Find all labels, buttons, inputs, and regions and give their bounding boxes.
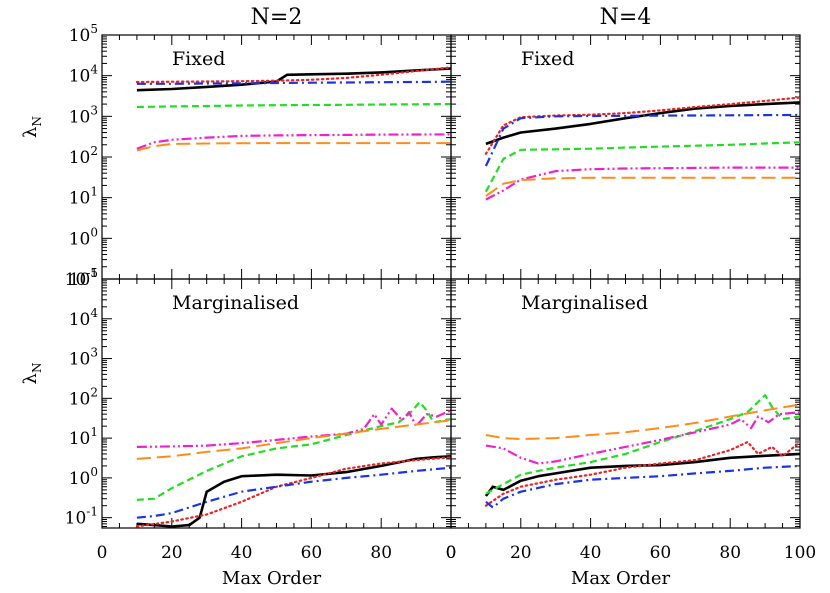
panel-bottom-left-xlabel: Max Order (222, 568, 322, 589)
panel-top-left-ytick-label: 103 (69, 103, 98, 127)
panel-bottom-left-series-dashdotdot-line (136, 407, 451, 448)
panel-bottom-left-series-solid-line (136, 455, 451, 528)
panel-top-left-title: N=2 (251, 5, 303, 30)
panel-bottom-left-ytick-label: 101 (69, 425, 98, 449)
panel-top-left-ytick-label: 100 (69, 225, 98, 249)
panel-bottom-left-series-dashed-line (136, 401, 451, 501)
panel-bottom-left-ylabel: λN (20, 363, 44, 385)
panel-bottom-left-series-dashdot-line (136, 466, 451, 519)
panel-top-right-title: N=4 (600, 5, 652, 30)
panel-top-left-series-solid-line (136, 67, 451, 92)
panel-bottom-left-xtick-label: 40 (231, 543, 253, 563)
panel-bottom-right-series-longdash-line (485, 403, 800, 440)
panel-bottom-right-xtick-label: 20 (510, 543, 532, 563)
panel-top-left-ytick-label: 102 (69, 144, 98, 168)
panel-top-left-ytick-label: 10-1 (65, 266, 98, 290)
panel-top-right-series-dashdotdot-line (485, 166, 800, 201)
panel-top-left-series-dashdot-line (136, 80, 451, 85)
panel-top-left-series-dashed-line (136, 103, 451, 109)
panel-top-right-series-dashdot-line (484, 113, 800, 167)
panel-bottom-left-annotation: Marginalised (172, 292, 299, 314)
panel-top-left-series-longdash-line (136, 142, 451, 152)
panel-top-left-ytick-label: 104 (69, 63, 99, 87)
panel-bottom-left-xtick-label: 0 (97, 543, 108, 563)
panel-bottom-right-series-solid-line (484, 452, 800, 497)
panel-top-left-ytick-label: 105 (69, 22, 98, 46)
panel-top-left-series-dashdotdot-line (136, 133, 451, 150)
panel-bottom-left-ytick-label: 10-1 (65, 505, 98, 529)
panel-bottom-right-annotation: Marginalised (521, 292, 648, 314)
panel-bottom-right-series-dotted-line (484, 440, 800, 507)
panel-top-left-ytick-label: 101 (69, 185, 98, 209)
panel-bottom-right-xtick-label: 80 (719, 543, 741, 563)
panel-bottom-right-xtick-label: 60 (650, 543, 672, 563)
panel-top-left-ylabel: λN (20, 116, 44, 138)
panel-bottom-left-ytick-label: 102 (69, 385, 98, 409)
panel-bottom-left-series-longdash-line (136, 419, 451, 460)
panel-bottom-left-series-dotted-line (135, 456, 451, 528)
panel-top-left-annotation: Fixed (172, 48, 225, 70)
panel-bottom-right-xtick-label: 40 (580, 543, 602, 563)
panel-bottom-right-series-dashed-line (485, 394, 800, 495)
panel-bottom-left-xtick-label: 80 (370, 543, 392, 563)
panel-top-right-frame (450, 34, 801, 280)
panel-top-right-series-solid-line (485, 101, 800, 146)
panel-bottom-left-ytick-label: 105 (69, 266, 98, 290)
panel-bottom-left-frame (101, 278, 452, 529)
panel-bottom-right-xtick-label: 100 (784, 543, 816, 563)
panel-bottom-right-xtick-label: 0 (446, 543, 457, 563)
panel-bottom-right-series-dashdotdot-line (485, 411, 800, 465)
panel-top-right-series-longdash-line (485, 176, 800, 197)
panel-bottom-right-series-dashdot-line (485, 464, 800, 509)
panel-bottom-right-xlabel: Max Order (571, 568, 671, 589)
panel-bottom-left-ytick-label: 103 (69, 346, 98, 370)
panel-top-left-series-dotted-line (135, 66, 451, 84)
panel-bottom-left-xtick-label: 0 (446, 543, 457, 563)
panel-top-right-annotation: Fixed (521, 48, 574, 70)
panel-bottom-left-xtick-label: 60 (301, 543, 323, 563)
panel-top-right-series-dotted-line (484, 96, 800, 155)
panel-top-right-series-dashed-line (484, 141, 800, 193)
panel-bottom-left-xtick-label: 20 (161, 543, 183, 563)
panel-bottom-left-ytick-label: 104 (69, 306, 99, 330)
panel-bottom-left-ytick-label: 100 (69, 465, 98, 489)
